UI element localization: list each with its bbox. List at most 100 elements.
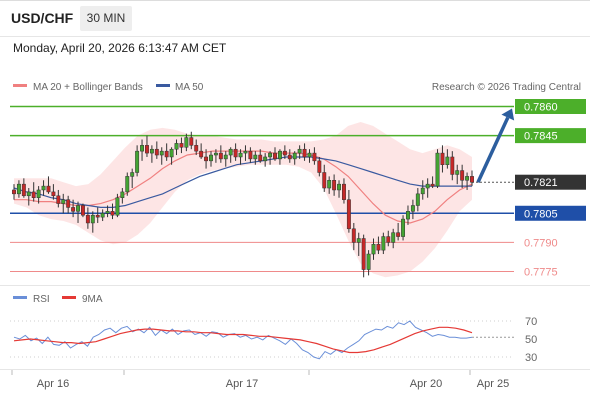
candle [445, 149, 450, 169]
candle [386, 230, 391, 247]
candle-body [213, 152, 218, 156]
candle-body [386, 236, 391, 243]
candle [243, 145, 248, 161]
candle [21, 178, 26, 198]
candle-body [258, 154, 263, 162]
candle-body [21, 183, 26, 197]
rsi-ma-line [13, 326, 473, 354]
candle [337, 180, 341, 198]
candle-body [100, 213, 105, 218]
candle [381, 232, 386, 255]
interval-selector[interactable]: 30 MIN [80, 6, 132, 31]
rsi-tick-50: 50 [525, 334, 537, 346]
candle [145, 135, 149, 157]
candle [366, 250, 371, 276]
candle-body [273, 152, 277, 160]
candle [26, 188, 31, 206]
candle [164, 143, 169, 161]
candle-body [46, 185, 51, 193]
candle [105, 205, 110, 218]
candle-body [154, 148, 159, 156]
candle [115, 193, 120, 218]
candle-body [460, 170, 465, 181]
rsi-tick-70: 70 [525, 316, 537, 328]
ma20-legend-swatch [13, 84, 27, 87]
candle [410, 199, 415, 220]
candle [199, 143, 204, 159]
candle-body [425, 183, 430, 189]
candle [85, 207, 90, 229]
candle-body [450, 156, 455, 175]
candle-body [36, 189, 41, 198]
candle-body [120, 191, 125, 198]
candle-body [292, 152, 297, 160]
rsi-legend-swatch [13, 296, 27, 299]
candle [346, 189, 351, 233]
candle-body [85, 214, 90, 224]
bollinger-band [14, 122, 472, 278]
level-label-0.7845: 0.7845 [524, 131, 558, 143]
current-price-label: 0.7821 [524, 177, 558, 189]
candle-body [465, 176, 470, 181]
ma50-legend-swatch [156, 84, 170, 87]
candle-body [282, 150, 287, 156]
candle [46, 176, 51, 194]
ma20-line [14, 150, 473, 224]
candle [80, 203, 85, 218]
ma50-line [13, 156, 472, 208]
candle-body [248, 150, 253, 160]
candle-body [125, 176, 130, 193]
candle-body [12, 189, 16, 195]
candle [135, 145, 140, 177]
candle-body [243, 150, 248, 154]
candle-body [277, 150, 282, 160]
candle-body [381, 236, 386, 251]
candle-body [228, 148, 233, 156]
candle [292, 151, 297, 165]
x-axis: Apr 16 Apr 17 Apr 20 Apr 25 [11, 370, 509, 390]
candle [169, 147, 174, 165]
candle-body [366, 253, 371, 270]
candle [440, 145, 445, 173]
candle-body [263, 156, 268, 162]
candle-body [297, 148, 302, 154]
candle-body [174, 143, 179, 150]
candle [56, 189, 61, 208]
candle-body [317, 160, 322, 173]
candle-body [391, 232, 396, 243]
candle [189, 131, 194, 150]
candle-body [169, 148, 174, 158]
candle [179, 137, 184, 154]
key-levels: 0.7860 0.7845 0.7805 0.7790 0.7775 0.7821 [10, 99, 586, 279]
candle [16, 180, 21, 198]
candle [435, 149, 440, 189]
candle-body [371, 244, 376, 255]
candle [120, 188, 125, 204]
ma50-legend-label: MA 50 [175, 82, 204, 93]
rsi-panel: 70 50 30 [10, 316, 537, 364]
candle-body [332, 180, 337, 191]
rsi-ma-legend-label: 9MA [82, 294, 103, 305]
candle-body [159, 150, 164, 156]
candle-body [430, 183, 435, 187]
candle [36, 186, 41, 204]
candle-body [218, 152, 223, 160]
forecast-arrowhead [501, 108, 515, 121]
candle [253, 151, 258, 165]
candle-body [346, 199, 351, 230]
rsi-tick-30: 30 [525, 352, 537, 364]
candle [277, 149, 282, 165]
candle [391, 228, 396, 249]
candle [307, 149, 312, 163]
candle [174, 139, 179, 156]
candle [41, 180, 46, 196]
candle-body [184, 137, 189, 148]
candle-body [406, 211, 410, 220]
candle [420, 180, 425, 200]
candle-body [376, 244, 381, 251]
x-tick-label: Apr 17 [226, 378, 258, 390]
candle-body [327, 180, 332, 189]
candle [125, 172, 130, 196]
candle [401, 215, 406, 241]
candle [149, 145, 154, 163]
